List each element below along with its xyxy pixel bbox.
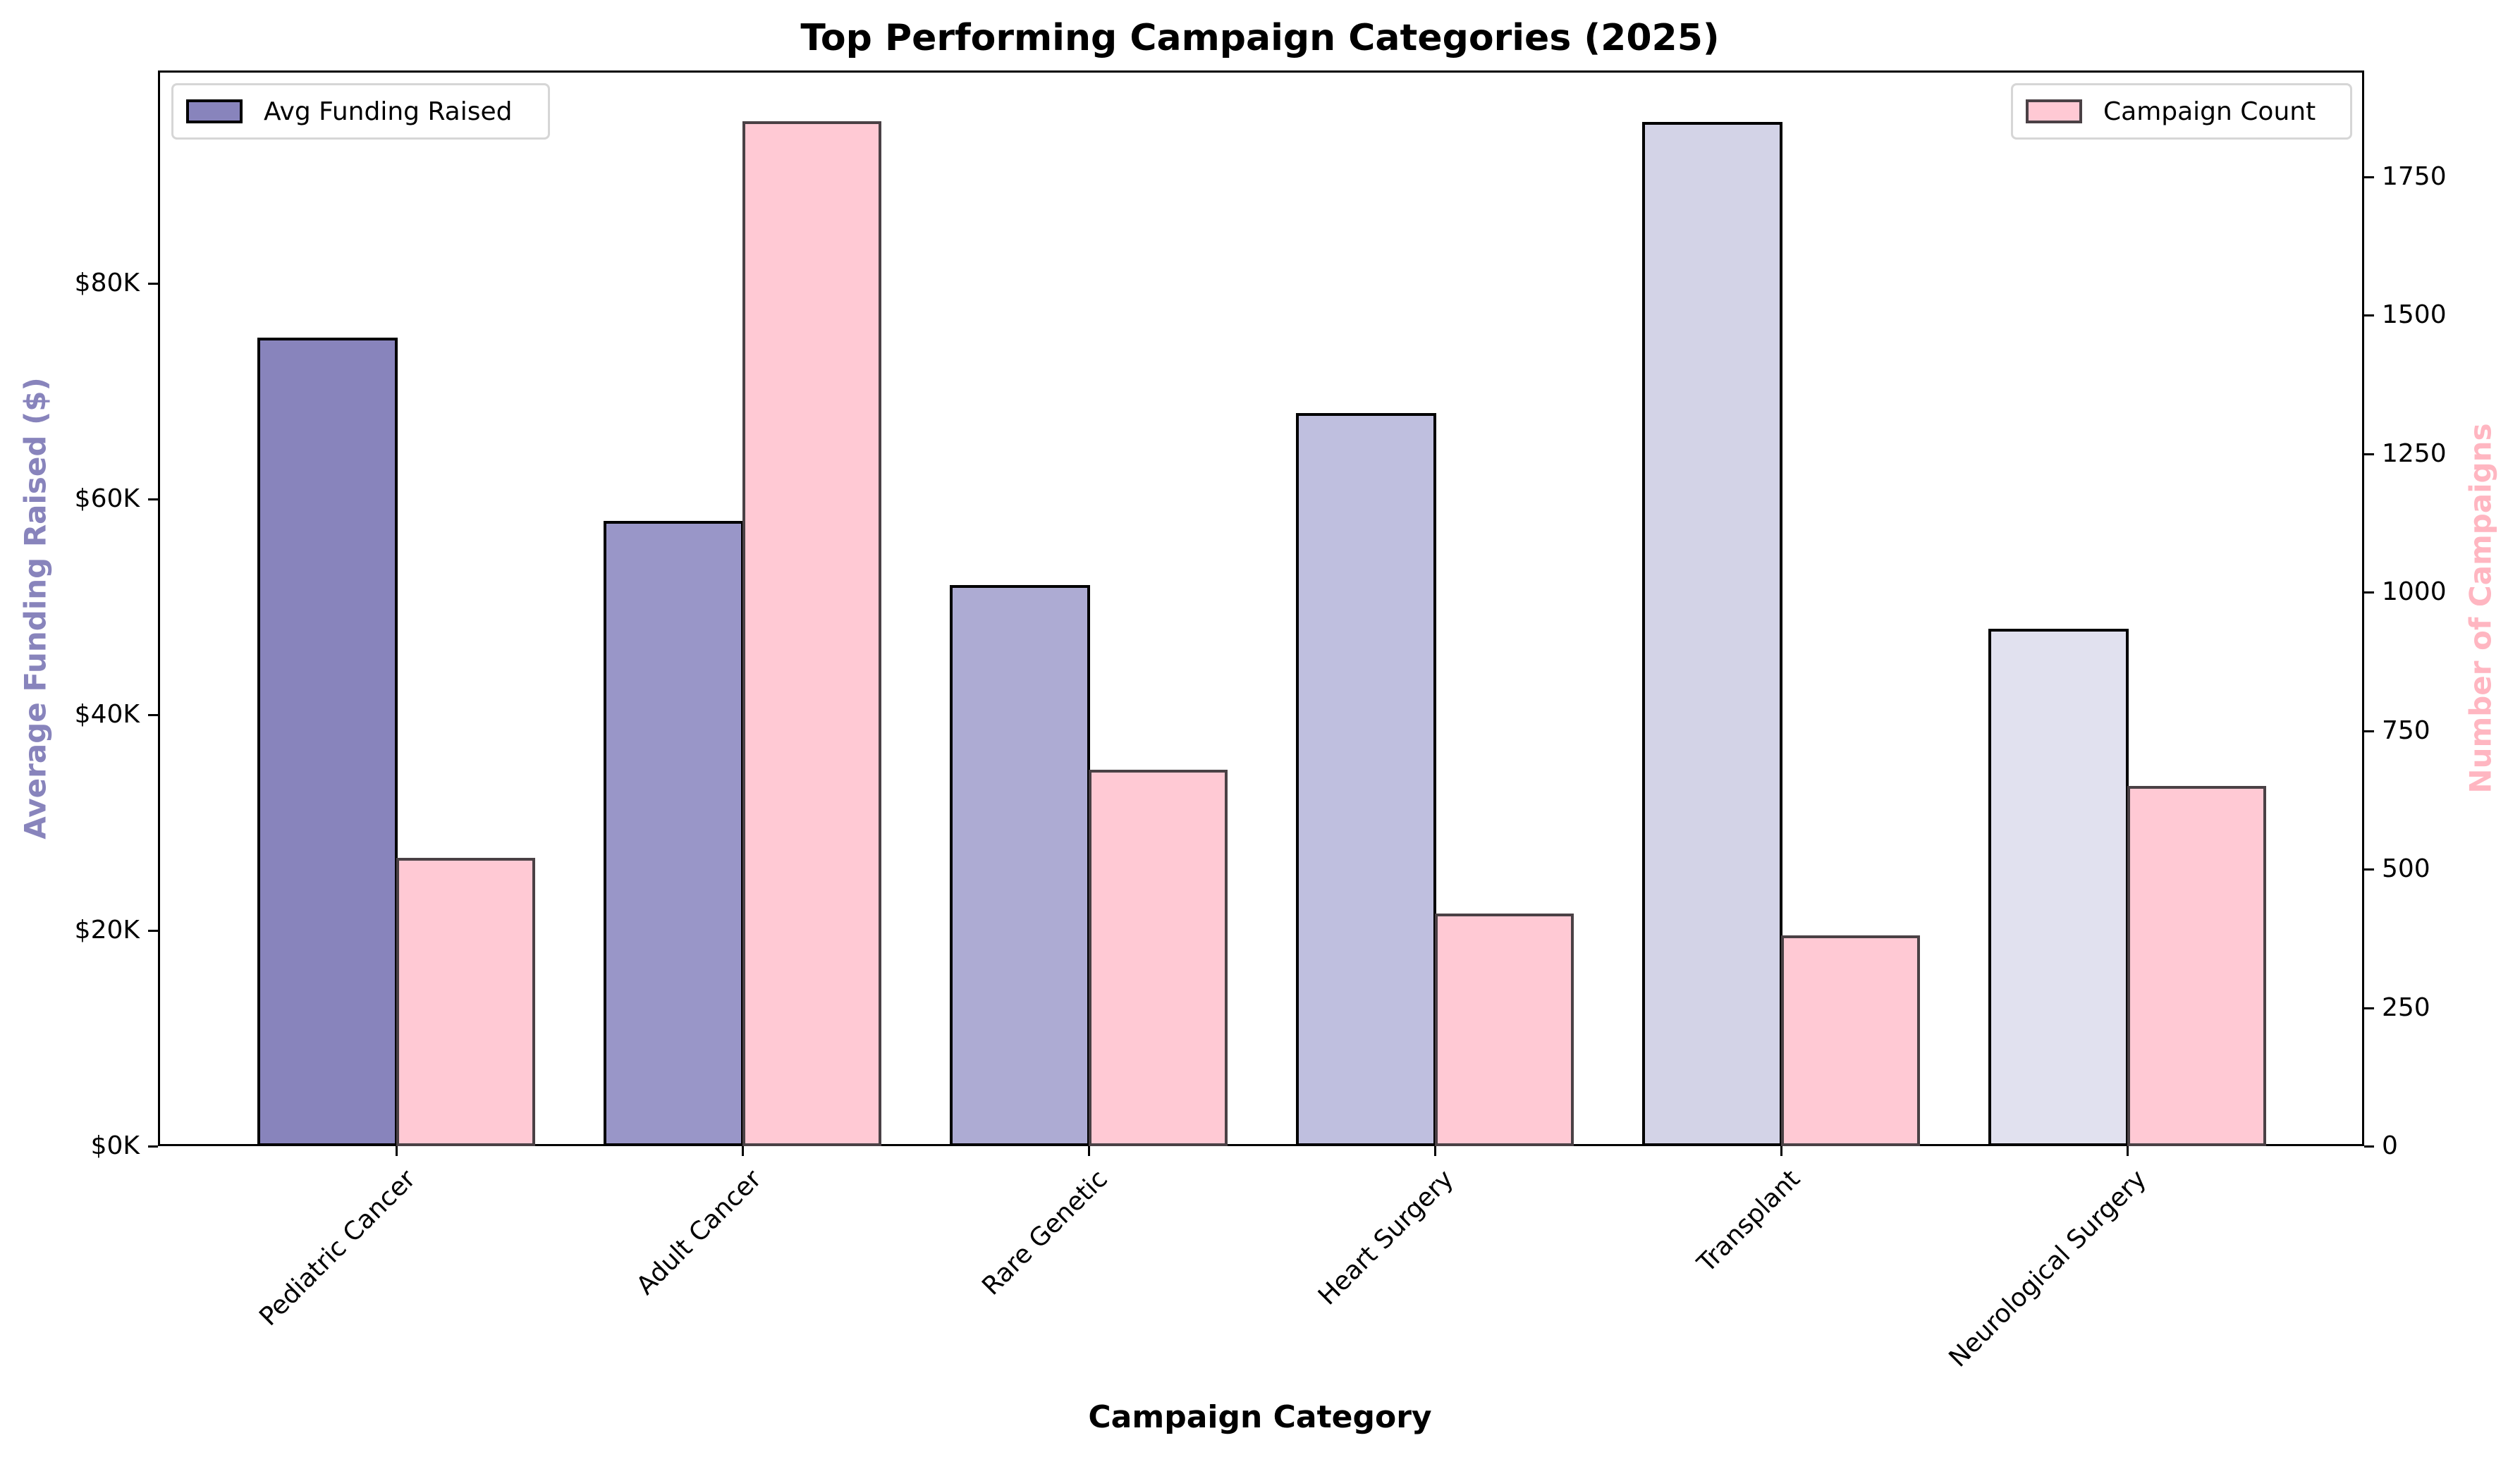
y-tick-label-left: $20K [74,916,140,945]
bar-count [1435,913,1574,1146]
y-tick-mark-left [148,1145,158,1148]
y-tick-mark-right [2364,730,2374,732]
x-tick-label: Transplant [1692,1164,1806,1279]
bar-funding [1988,628,2129,1146]
y-tick-label-left: $40K [74,700,140,730]
y-tick-mark-right [2364,314,2374,317]
y-tick-mark-right [2364,868,2374,871]
y-tick-mark-left [148,498,158,501]
bar-funding [950,585,1090,1146]
x-tick-mark [1434,1146,1436,1156]
y-tick-mark-left [148,930,158,933]
x-tick-mark [1780,1146,1782,1156]
x-tick-label: Adult Cancer [630,1164,767,1301]
y-tick-label-right: 1500 [2382,300,2447,330]
bar-funding [1296,412,1436,1146]
y-tick-label-left: $0K [90,1131,140,1160]
bar-count [1089,769,1228,1146]
bar-funding [257,337,398,1146]
x-tick-label: Heart Surgery [1313,1164,1460,1311]
legend-swatch-funding [186,99,243,123]
legend-swatch-count [2026,99,2082,123]
chart-title: Top Performing Campaign Categories (2025… [800,17,1720,59]
y-tick-label-right: 250 [2382,992,2430,1022]
bar-count [742,121,881,1146]
y-tick-mark-right [2364,1007,2374,1009]
bar-count [2127,786,2266,1146]
bar-count [1781,935,1920,1146]
y-tick-label-right: 0 [2382,1131,2398,1160]
legend-label-count: Campaign Count [2103,97,2316,126]
x-tick-mark [1088,1146,1090,1156]
legend-count: Campaign Count [2011,83,2352,140]
bar-funding [1642,121,1782,1146]
x-tick-mark [396,1146,398,1156]
y-tick-mark-left [148,714,158,717]
y-tick-label-left: $80K [74,269,140,298]
y-tick-mark-right [2364,1145,2374,1148]
y-tick-label-right: 750 [2382,715,2430,745]
x-tick-label: Rare Genetic [977,1164,1113,1301]
plot-area [158,70,2364,1146]
y-tick-label-right: 1000 [2382,577,2447,607]
y-tick-label-left: $60K [74,484,140,514]
y-tick-mark-right [2364,591,2374,594]
legend-funding: Avg Funding Raised [171,83,550,140]
y-tick-label-right: 1250 [2382,438,2447,468]
y-axis-left-label: Average Funding Raised ($) [18,377,53,840]
x-tick-mark [742,1146,744,1156]
x-tick-label: Neurological Surgery [1943,1164,2152,1373]
x-axis-label: Campaign Category [1088,1399,1432,1435]
y-tick-mark-left [148,283,158,285]
bar-count [396,858,535,1146]
y-tick-label-right: 1750 [2382,161,2447,191]
x-tick-mark [2127,1146,2129,1156]
x-tick-label: Pediatric Cancer [253,1164,421,1332]
y-axis-right-label: Number of Campaigns [2463,423,2498,794]
y-tick-label-right: 500 [2382,854,2430,884]
y-tick-mark-right [2364,176,2374,178]
legend-label-funding: Avg Funding Raised [264,97,513,126]
bar-funding [604,520,744,1146]
y-tick-mark-right [2364,453,2374,455]
